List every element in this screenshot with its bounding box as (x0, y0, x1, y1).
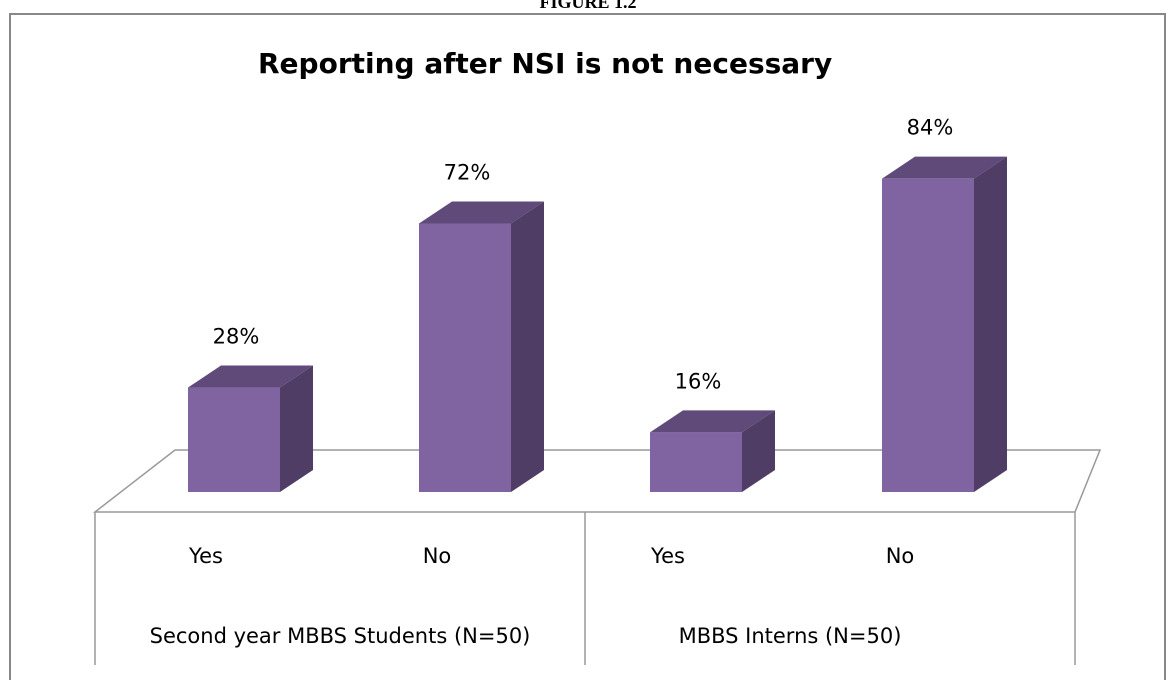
value-label: 72% (444, 160, 491, 184)
value-label: 84% (907, 116, 954, 140)
group-label: Second year MBBS Students (N=50) (150, 624, 531, 648)
floor (92, 449, 1102, 513)
bar (188, 387, 280, 492)
x-tick-label: No (886, 544, 915, 568)
bar-side (511, 201, 544, 492)
bar-side (280, 365, 313, 492)
x-tick-label: Yes (188, 544, 223, 568)
x-tick-label: No (423, 544, 452, 568)
bar-top (882, 156, 1007, 179)
chart-border (9, 13, 1166, 680)
figure-label: FIGURE 1.2 (539, 0, 636, 12)
bar-top (419, 201, 544, 224)
bar (650, 432, 742, 492)
bar-side (742, 410, 775, 492)
bar (882, 178, 974, 492)
group-label: MBBS Interns (N=50) (679, 624, 902, 648)
chart-title: Reporting after NSI is not necessary (258, 47, 832, 80)
bar-side (974, 156, 1007, 492)
value-label: 16% (675, 369, 722, 393)
bar (419, 223, 511, 492)
bar-top (650, 410, 775, 433)
value-label: 28% (213, 325, 260, 349)
bar-top (188, 365, 313, 388)
x-tick-label: Yes (650, 544, 685, 568)
